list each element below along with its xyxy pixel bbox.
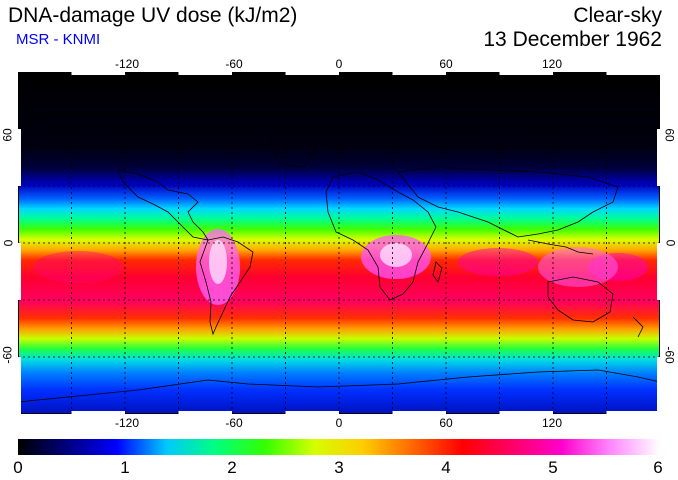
coast-indonesia [527, 239, 594, 255]
colorbar-label: 0 [13, 458, 23, 477]
frame-tick-bottom [499, 411, 553, 414]
frame-tick-bottom [606, 411, 660, 414]
lat-tick-left: 60 [0, 128, 15, 142]
frame-tick-left [18, 129, 21, 186]
frame-tick-bottom [392, 411, 446, 414]
lon-tick-top: -120 [114, 57, 140, 71]
colorbar-label: 4 [441, 458, 451, 477]
frame-tick-right [657, 129, 660, 186]
date-label: 13 December 1962 [483, 28, 662, 51]
lat-tick-right: 0 [663, 239, 678, 247]
frame-tick-top [606, 72, 660, 75]
lon-tick-bottom: -60 [225, 416, 243, 430]
frame-tick-left [18, 243, 21, 300]
coast-north-america [117, 169, 209, 241]
frame-tick-top [178, 72, 232, 75]
uv-dose-map [18, 72, 660, 414]
lon-tick-bottom: 120 [541, 416, 563, 430]
lon-tick-top: -60 [225, 57, 243, 71]
frame-tick-bottom [71, 411, 125, 414]
frame-tick-top [285, 72, 339, 75]
coast-antarctica [18, 369, 660, 403]
hotspot-pacific-east [33, 251, 123, 283]
hotspot-australia [538, 247, 618, 287]
lon-tick-bottom: -120 [114, 416, 140, 430]
lon-tick-bottom: 0 [335, 416, 343, 430]
frame-tick-top [392, 72, 446, 75]
lat-tick-left: 0 [1, 239, 16, 247]
frame-tick-left [18, 357, 21, 414]
hotspot-indian-ocean [458, 248, 538, 276]
coast-asia [397, 166, 619, 238]
coast-new-zealand [632, 316, 644, 338]
hotspot-south-america-core [209, 240, 227, 284]
frame-tick-top [71, 72, 125, 75]
coast-madagascar [432, 261, 443, 283]
lon-tick-top: 60 [439, 57, 453, 71]
colorbar-label: 2 [227, 458, 237, 477]
coast-greenland [267, 129, 319, 168]
frame-tick-bottom [178, 411, 232, 414]
frame-tick-right [657, 357, 660, 414]
map-title: DNA-damage UV dose (kJ/m2) [8, 4, 298, 27]
lat-tick-right: 60 [662, 128, 677, 142]
coast-south-america [199, 236, 254, 336]
frame-tick-top [499, 72, 553, 75]
colorbar-label: 1 [120, 458, 130, 477]
grid-lines [18, 72, 660, 414]
lon-tick-top: 120 [541, 57, 563, 71]
frame-tick-bottom [285, 411, 339, 414]
frame-tick-right [657, 243, 660, 300]
colorbar-label: 3 [334, 458, 344, 477]
colorbar [18, 439, 660, 455]
lon-tick-top: 0 [335, 57, 343, 71]
colorbar-label: 5 [548, 458, 558, 477]
frame-ticks [18, 72, 660, 414]
lon-tick-bottom: 60 [439, 416, 453, 430]
product-label: Clear-sky [573, 4, 662, 27]
lat-tick-left: -60 [0, 346, 15, 364]
source-label: MSR - KNMI [16, 31, 101, 48]
lat-tick-right: -60 [662, 346, 677, 364]
hotspot-africa-core [380, 243, 412, 267]
colorbar-label: 6 [653, 458, 663, 477]
